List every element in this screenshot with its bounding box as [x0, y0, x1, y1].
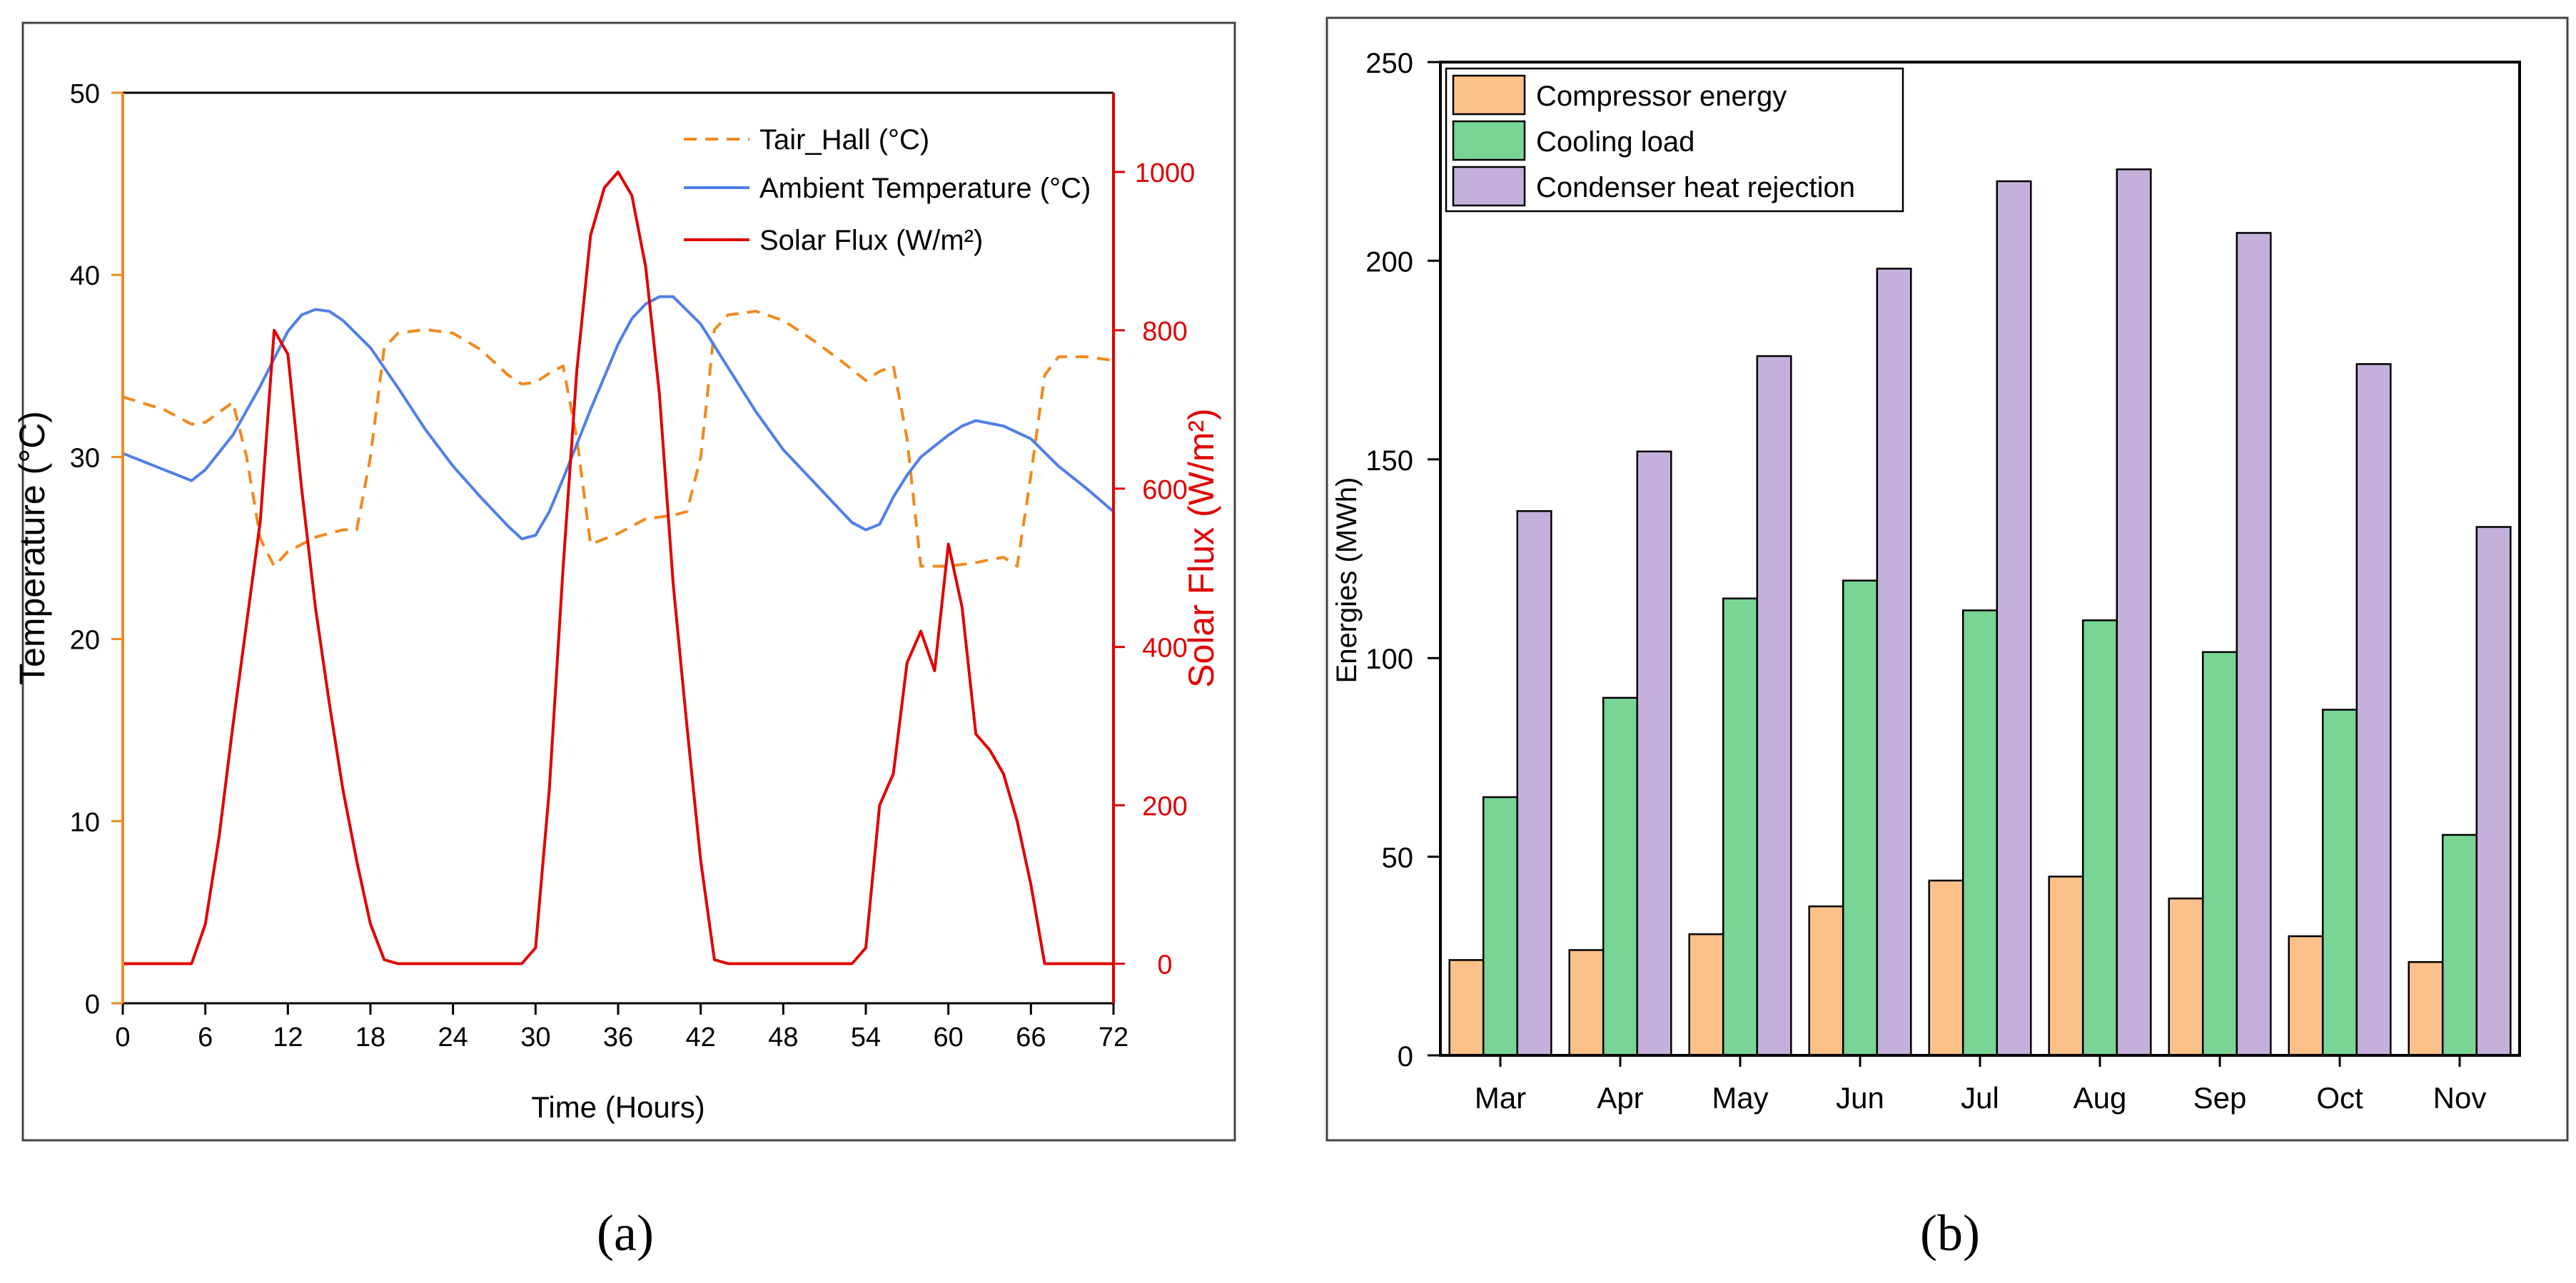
- bar-apr-cooling: [1602, 696, 1638, 1057]
- y-tick-label: 50: [1382, 843, 1414, 874]
- x-tick-label: 42: [686, 1023, 716, 1053]
- bar-jun-compressor: [1808, 905, 1844, 1057]
- y-right-tick-label: 0: [1157, 950, 1172, 980]
- bar-may-compressor: [1688, 933, 1724, 1057]
- panel-label-b: (b): [1920, 1205, 1980, 1262]
- legend-swatch: [1452, 166, 1526, 207]
- x-tick-label: Mar: [1475, 1081, 1526, 1115]
- x-tick-label: Jun: [1836, 1081, 1884, 1115]
- x-tick-label: Apr: [1597, 1081, 1643, 1115]
- y-right-tick-label: 1000: [1135, 158, 1196, 188]
- x-tick-label: 18: [355, 1023, 385, 1053]
- legend-swatch: [1452, 120, 1526, 161]
- legend-swatch: [1452, 74, 1526, 116]
- bar-apr-condenser: [1636, 450, 1672, 1057]
- bar-may-condenser: [1756, 355, 1792, 1057]
- bar-nov-compressor: [2408, 960, 2444, 1057]
- series-line-ambient-temperature: [122, 295, 1115, 541]
- series-line-solar-flux: [123, 171, 1113, 965]
- x-axis-label: Time (Hours): [531, 1090, 704, 1124]
- bar-jul-compressor: [1928, 879, 1964, 1057]
- bar-may-cooling: [1722, 597, 1758, 1057]
- x-tick-label: 48: [768, 1023, 798, 1053]
- bar-mar-compressor: [1448, 959, 1485, 1057]
- bar-nov-condenser: [2475, 526, 2512, 1057]
- panel-a-series: [122, 171, 1115, 965]
- bar-jul-condenser: [1996, 180, 2032, 1057]
- x-tick-label: 6: [198, 1023, 213, 1053]
- panel-b-bars: [1448, 168, 2512, 1057]
- x-tick-label: Aug: [2074, 1081, 2127, 1115]
- panel-b-legend: Compressor energy Cooling load Condenser h…: [1445, 67, 1904, 213]
- y-left-axis-label: Temperature (°C): [12, 411, 52, 685]
- x-tick-label: May: [1712, 1081, 1768, 1115]
- bar-oct-cooling: [2321, 709, 2358, 1057]
- bar-aug-cooling: [2081, 619, 2118, 1057]
- x-tick-label: 60: [934, 1023, 964, 1053]
- bar-apr-compressor: [1568, 949, 1605, 1057]
- x-tick-label: 72: [1098, 1023, 1128, 1053]
- x-tick-label: 36: [603, 1023, 633, 1053]
- y-axis-label: Energies (MWh): [1331, 477, 1363, 684]
- x-tick-label: 30: [520, 1023, 550, 1053]
- y-left-tick-label: 40: [70, 261, 100, 291]
- bar-oct-compressor: [2288, 935, 2324, 1057]
- bar-aug-compressor: [2048, 876, 2084, 1057]
- y-left-tick-label: 0: [85, 990, 100, 1020]
- bar-sep-condenser: [2236, 232, 2272, 1057]
- y-right-axis-label: Solar Flux (W/m²): [1181, 408, 1221, 688]
- y-tick-label: 250: [1365, 48, 1413, 79]
- x-tick-label: Sep: [2193, 1081, 2247, 1115]
- bar-sep-compressor: [2168, 897, 2204, 1057]
- x-tick-label: 66: [1016, 1023, 1046, 1053]
- panel-b-frame: [1325, 16, 2569, 1142]
- legend-label: Condenser heat rejection: [1536, 172, 1855, 203]
- y-tick-label: 150: [1365, 445, 1413, 477]
- bar-nov-cooling: [2441, 833, 2477, 1057]
- x-tick-label: Nov: [2433, 1081, 2487, 1115]
- x-tick-label: 12: [273, 1023, 303, 1053]
- panel-b-axes: 0 50 100 150 200 250 Energies (MWh) Mar Apr May Ju…: [1331, 48, 2521, 1115]
- y-right-tick-label: 800: [1142, 317, 1187, 347]
- legend-label: Solar Flux (W/m²): [759, 225, 983, 256]
- series-line-tair-hall: [122, 310, 1114, 568]
- x-tick-label: Oct: [2316, 1081, 2363, 1115]
- panel-a-axes: 0 6 12 18 24 30 36 42 48 54 60 66 72 Time (Hours) 0 10 2…: [12, 79, 1221, 1124]
- legend-label: Cooling load: [1536, 126, 1694, 158]
- panel-a-legend: Tair_Hall (°C) Ambient Temperature (°C) So…: [684, 124, 1091, 256]
- x-tick-label: Jul: [1961, 1081, 1999, 1115]
- y-left-tick-label: 10: [70, 808, 100, 838]
- y-tick-label: 200: [1365, 246, 1413, 278]
- bar-jul-cooling: [1961, 609, 1998, 1057]
- legend-label: Ambient Temperature (°C): [759, 173, 1091, 204]
- bar-oct-condenser: [2355, 362, 2392, 1057]
- legend-label: Tair_Hall (°C): [759, 124, 929, 156]
- panel-label-a: (a): [597, 1205, 654, 1262]
- bar-jun-cooling: [1842, 579, 1878, 1057]
- bar-mar-cooling: [1482, 796, 1518, 1057]
- panel-a-frame: [21, 21, 1236, 1142]
- bar-mar-condenser: [1516, 509, 1552, 1057]
- x-tick-label: 54: [851, 1023, 881, 1053]
- y-right-tick-label: 200: [1142, 792, 1187, 822]
- y-tick-label: 100: [1365, 644, 1413, 675]
- y-right-tick-label: 400: [1142, 634, 1187, 664]
- y-tick-label: 0: [1398, 1041, 1413, 1072]
- bar-sep-cooling: [2201, 651, 2238, 1057]
- x-tick-label: 0: [115, 1023, 130, 1053]
- bar-jun-condenser: [1876, 268, 1912, 1057]
- y-left-tick-label: 30: [70, 443, 100, 473]
- y-left-tick-label: 20: [70, 626, 100, 656]
- x-tick-label: 24: [438, 1023, 468, 1053]
- legend-label: Compressor energy: [1536, 81, 1787, 112]
- y-left-tick-label: 50: [70, 79, 100, 109]
- bar-aug-condenser: [2116, 168, 2152, 1057]
- y-right-tick-label: 600: [1142, 475, 1187, 505]
